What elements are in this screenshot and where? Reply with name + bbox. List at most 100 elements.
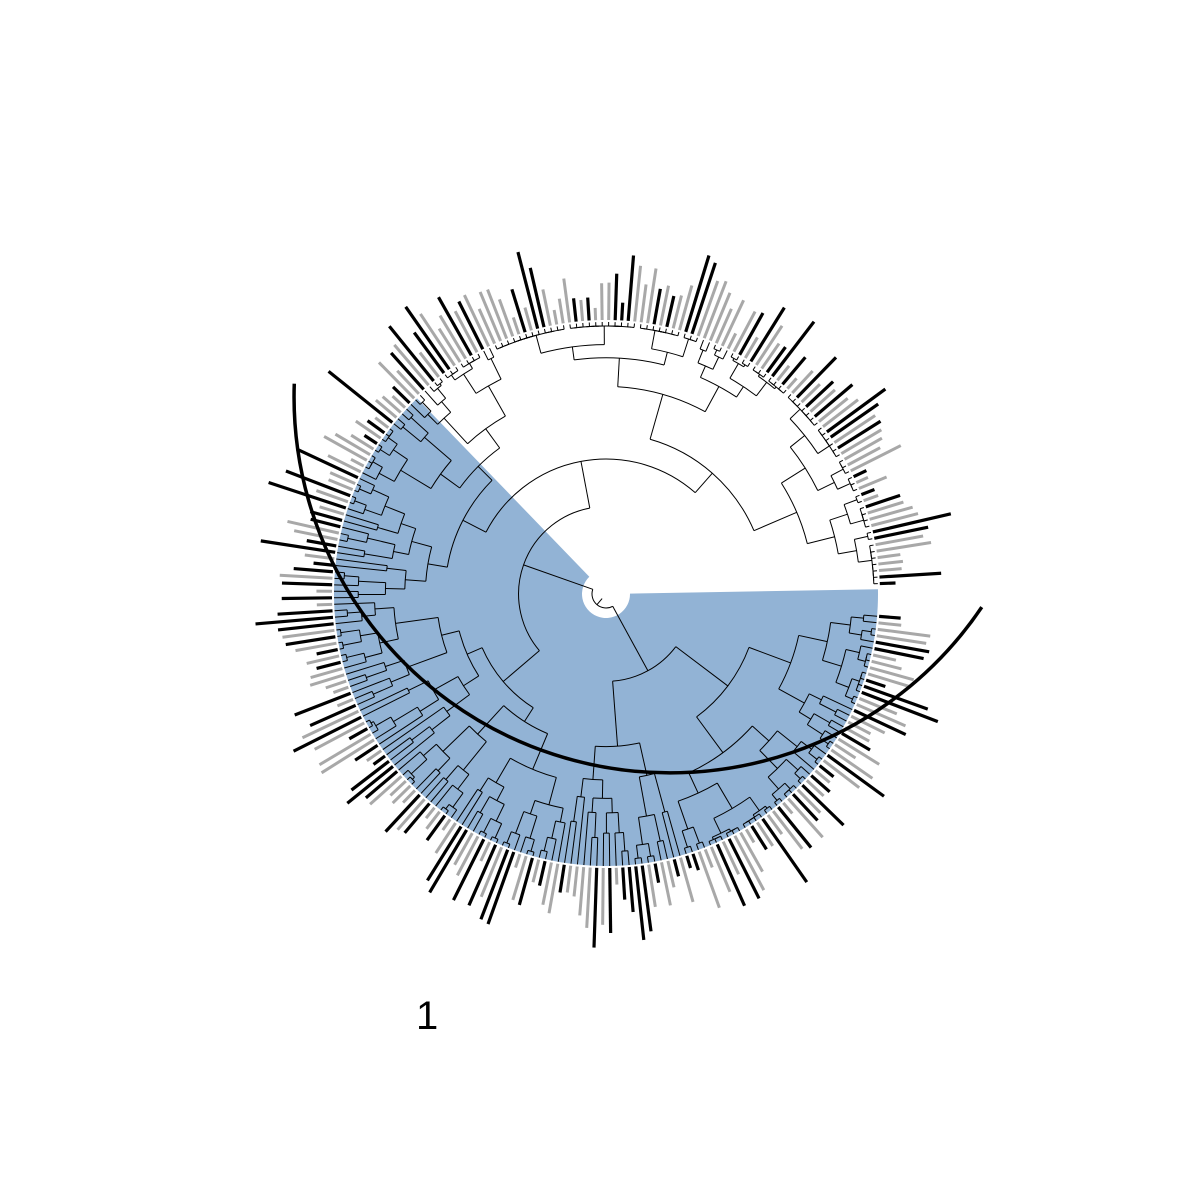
tree-node-arc bbox=[452, 370, 459, 375]
tree-branch bbox=[467, 810, 479, 829]
tip-bar bbox=[295, 641, 337, 653]
tip-bar bbox=[374, 399, 398, 419]
tree-node-arc bbox=[437, 381, 443, 387]
tree-branch bbox=[716, 782, 733, 809]
tree-branch bbox=[410, 759, 428, 775]
tree-node-arc bbox=[446, 479, 493, 568]
tip-bar bbox=[665, 295, 676, 328]
tip-bar bbox=[872, 653, 897, 662]
tree-branch bbox=[351, 495, 357, 499]
tree-node-arc bbox=[357, 485, 362, 493]
tree-branch bbox=[851, 616, 864, 619]
tree-branches bbox=[334, 322, 878, 866]
tree-branch bbox=[570, 821, 577, 864]
tree-node-arc bbox=[375, 467, 383, 480]
tree-branch bbox=[372, 729, 379, 734]
tree-branch bbox=[524, 707, 534, 722]
tip-bar bbox=[419, 313, 456, 367]
tree-branch bbox=[346, 652, 365, 658]
tree-node-arc bbox=[780, 482, 808, 544]
tree-branch bbox=[589, 837, 593, 866]
tree-branch bbox=[646, 856, 649, 863]
tree-node-arc bbox=[437, 397, 446, 406]
tip-bar bbox=[856, 703, 907, 728]
tip-bar bbox=[640, 865, 653, 932]
tree-node-arc bbox=[487, 356, 495, 361]
tree-branch bbox=[757, 369, 762, 374]
tree-branch bbox=[829, 513, 848, 521]
tip-bar bbox=[558, 864, 566, 893]
tree-branch bbox=[736, 386, 744, 398]
tree-branch bbox=[573, 796, 578, 822]
tree-branch bbox=[768, 377, 772, 382]
tip-bar bbox=[316, 648, 339, 656]
tip-bar bbox=[332, 685, 349, 695]
tip-bar bbox=[479, 841, 492, 862]
tree-branch bbox=[763, 373, 767, 378]
tip-bar bbox=[310, 667, 343, 679]
tip-bar bbox=[281, 581, 333, 587]
tree-branch bbox=[354, 690, 373, 700]
tree-node-arc bbox=[649, 438, 755, 531]
tip-bar bbox=[810, 774, 831, 794]
tree-branch bbox=[857, 500, 862, 504]
tip-bar bbox=[441, 818, 452, 831]
tip-bar bbox=[477, 308, 496, 345]
tree-node-arc bbox=[437, 411, 452, 425]
tree-branch bbox=[713, 344, 716, 349]
tree-branch bbox=[339, 647, 344, 650]
tree-branch bbox=[429, 386, 435, 392]
tip-bar bbox=[365, 749, 383, 762]
tree-branch bbox=[335, 620, 363, 625]
tip-bar bbox=[579, 299, 585, 322]
tree-branch bbox=[576, 797, 586, 865]
tree-branch bbox=[666, 811, 681, 856]
tree-branch bbox=[445, 810, 449, 815]
tree-node-arc bbox=[627, 326, 635, 328]
tip-bar bbox=[634, 866, 646, 941]
tip-bar bbox=[571, 298, 578, 322]
tree-branch bbox=[764, 809, 768, 814]
tree-branch bbox=[442, 725, 470, 752]
tree-branch bbox=[701, 841, 705, 848]
tree-branch bbox=[368, 725, 373, 729]
tree-branch bbox=[437, 757, 451, 772]
tree-node-arc bbox=[838, 461, 843, 469]
tip-bar bbox=[391, 385, 411, 405]
tip-bar bbox=[875, 534, 924, 547]
tip-bar bbox=[313, 561, 334, 567]
tree-branch bbox=[653, 773, 666, 813]
tree-branch bbox=[859, 507, 865, 510]
tree-branch bbox=[441, 630, 460, 636]
tree-branch bbox=[656, 841, 662, 861]
tree-node-arc bbox=[866, 533, 869, 540]
tree-branch bbox=[627, 850, 630, 866]
tree-branch bbox=[462, 741, 487, 771]
tree-branch bbox=[360, 632, 378, 637]
tip-bar bbox=[389, 779, 407, 797]
tree-branch bbox=[439, 378, 443, 383]
tip-bar bbox=[578, 866, 586, 916]
tree-node-arc bbox=[557, 328, 565, 331]
tip-bar bbox=[843, 436, 883, 461]
tip-bar bbox=[350, 458, 365, 468]
tree-branch bbox=[450, 374, 456, 381]
tree-branch bbox=[337, 635, 342, 637]
tree-branch bbox=[377, 526, 399, 534]
tree-branch bbox=[798, 634, 828, 643]
tree-branch bbox=[683, 848, 687, 855]
tree-node-arc bbox=[371, 691, 375, 698]
tree-branch bbox=[419, 394, 426, 401]
tree-node-arc bbox=[657, 840, 664, 843]
tip-bar bbox=[627, 866, 635, 913]
tree-branch bbox=[543, 328, 546, 334]
tree-node-arc bbox=[821, 622, 832, 661]
tree-branch bbox=[871, 557, 876, 559]
tree-branch bbox=[490, 836, 493, 841]
tree-branch bbox=[832, 448, 837, 452]
tree-branch bbox=[338, 641, 343, 644]
tree-node-arc bbox=[526, 335, 534, 339]
tip-bar bbox=[855, 476, 869, 484]
tree-branch bbox=[855, 494, 860, 498]
tree-branch bbox=[737, 827, 741, 832]
